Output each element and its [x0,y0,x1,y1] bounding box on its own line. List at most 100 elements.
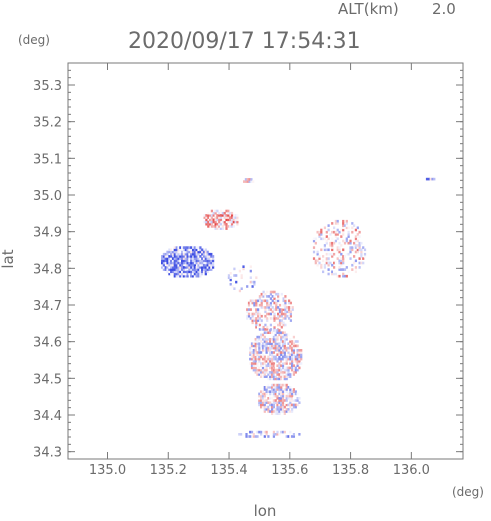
velocity-cell [195,246,198,249]
velocity-cell [289,388,292,391]
velocity-cell [266,299,269,303]
velocity-cell [280,403,283,407]
velocity-cell [323,226,327,230]
velocity-cell [238,433,241,436]
velocity-cell [334,230,338,234]
velocity-cell [276,340,279,343]
velocity-cell [283,331,286,334]
velocity-cell [204,255,207,258]
velocity-cell [267,331,270,334]
velocity-cell [201,261,204,265]
velocity-cell [261,349,265,352]
velocity-cell [342,268,345,271]
velocity-cell [338,248,341,252]
velocity-cell [170,252,173,256]
velocity-cell [360,248,363,252]
velocity-cell [260,373,263,376]
velocity-cell [282,308,285,311]
velocity-cell [258,373,261,376]
velocity-cell [285,357,288,361]
velocity-cell [282,312,285,316]
velocity-cell [300,355,303,359]
velocity-cell [162,255,166,258]
velocity-cell [265,346,268,350]
velocity-cell [177,246,180,249]
velocity-cell [284,323,287,327]
velocity-cell [345,222,348,225]
velocity-cell [161,255,164,258]
velocity-cell [219,225,223,228]
velocity-cell [292,335,296,339]
velocity-cell [249,346,252,350]
velocity-cell [277,314,280,318]
velocity-cell [283,368,286,372]
velocity-cell [291,355,294,359]
velocity-cell [272,368,276,372]
velocity-cell [283,342,286,345]
velocity-cell [272,399,276,402]
velocity-cell [276,338,279,341]
velocity-cell [173,274,176,278]
velocity-cell [171,263,175,267]
velocity-cell [269,373,272,376]
velocity-cell [195,266,198,269]
velocity-cell [207,220,210,224]
velocity-cell [269,375,272,378]
velocity-cell [261,390,265,393]
velocity-cell [179,257,182,260]
velocity-cell [247,435,250,438]
velocity-cell [312,237,316,241]
velocity-cell [289,338,292,341]
velocity-cell [184,268,187,271]
velocity-cell [429,177,432,181]
velocity-cell [287,435,290,438]
velocity-cell [212,218,215,222]
velocity-cell [247,312,251,316]
velocity-cell [282,299,285,303]
velocity-cell [199,259,202,263]
velocity-cell [207,216,210,219]
velocity-cell [285,408,288,411]
velocity-cell [192,248,195,252]
velocity-cell [171,248,175,252]
velocity-cell [258,328,262,331]
velocity-cell [343,241,347,245]
velocity-cell [275,303,278,307]
velocity-cell [204,259,207,263]
velocity-cell [340,235,343,238]
velocity-cell [262,295,265,298]
velocity-cell [254,357,257,361]
velocity-cell [291,397,294,400]
velocity-cell [274,331,277,334]
velocity-cell [173,266,176,269]
velocity-cell [184,255,187,258]
velocity-cell [274,368,277,372]
velocity-cell [291,306,294,309]
velocity-cell [280,325,283,329]
velocity-cell [298,433,301,436]
velocity-cell [296,360,299,363]
velocity-cell [331,244,334,247]
velocity-cell [273,312,276,316]
velocity-cell [289,312,293,316]
velocity-cell [181,261,184,265]
velocity-cell [186,274,189,278]
velocity-cell [173,255,176,258]
velocity-cell [272,435,276,438]
velocity-cell [271,355,274,359]
velocity-cell [269,357,272,361]
velocity-cell [291,349,294,352]
velocity-cell [261,394,265,398]
velocity-cell [275,301,278,305]
velocity-cell [278,383,281,387]
velocity-cell [261,366,265,370]
velocity-cell [266,328,269,331]
velocity-cell [186,272,189,276]
velocity-cell [264,314,267,318]
velocity-cell [283,353,286,356]
velocity-cell [296,397,299,400]
velocity-cell [276,357,279,361]
velocity-cell [247,314,251,318]
velocity-cell [261,335,265,339]
velocity-cell [271,340,274,343]
